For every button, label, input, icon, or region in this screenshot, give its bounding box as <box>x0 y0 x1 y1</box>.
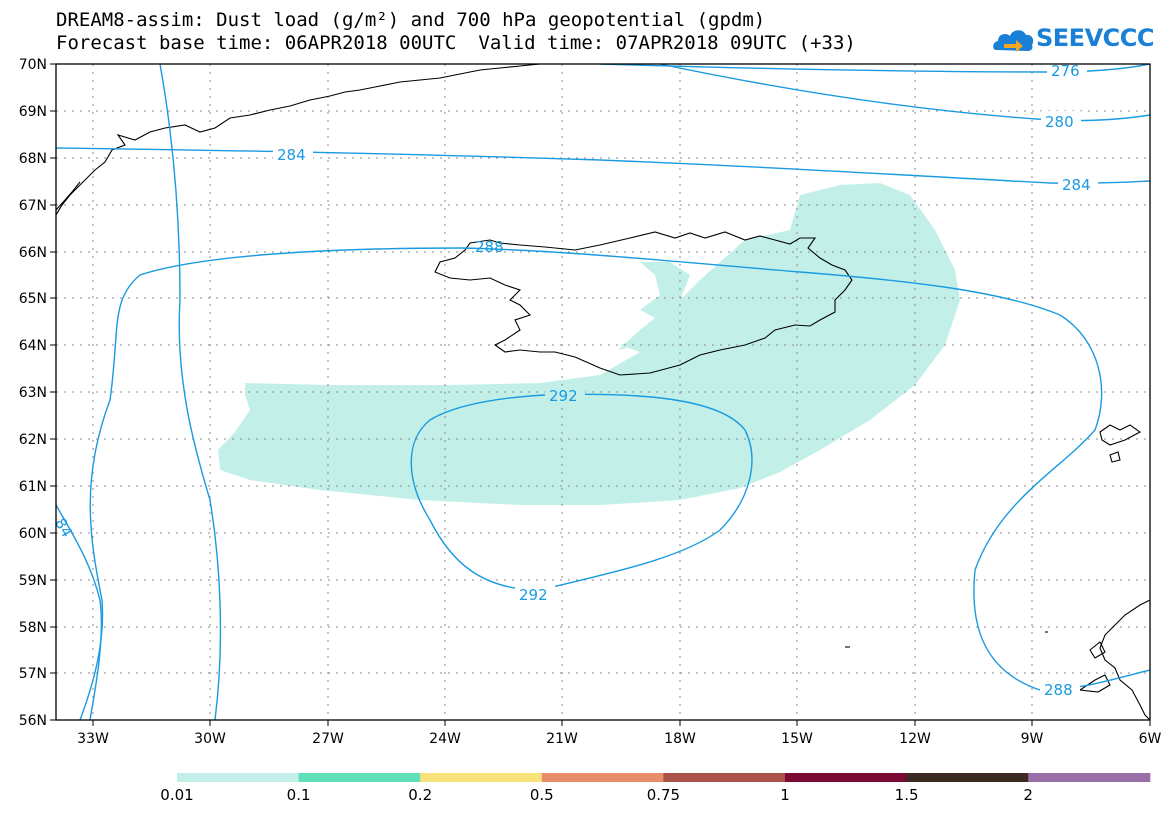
colorbar-swatch <box>906 773 1029 782</box>
contour-label: 284 <box>1062 176 1091 194</box>
contour-284-west <box>56 504 103 720</box>
lat-label: 59N <box>19 573 47 589</box>
cloud-arrow-icon <box>993 30 1034 52</box>
lon-label: 18W <box>664 731 696 747</box>
valid-time: Valid time: 07APR2018 09UTC (+33) <box>478 32 856 54</box>
lat-label: 67N <box>19 198 47 214</box>
lat-label: 57N <box>19 666 47 682</box>
contour-label: 280 <box>1045 113 1074 131</box>
contour-284-north <box>56 147 1150 184</box>
logo-text: SEEVCCC <box>1036 24 1155 52</box>
colorbar-swatch <box>420 773 543 782</box>
contour-284-west2 <box>159 64 222 720</box>
contour-280 <box>659 64 1150 122</box>
longitude-labels: 33W 30W 27W 24W 21W 18W 15W 12W 9W 6W <box>77 731 1161 747</box>
lat-label: 68N <box>19 151 47 167</box>
lat-label: 61N <box>19 479 47 495</box>
lon-label: 27W <box>312 731 344 747</box>
lon-label: 9W <box>1021 731 1044 747</box>
contour-label: 292 <box>519 586 548 604</box>
colorbar-label: 2 <box>1023 786 1033 804</box>
lat-label: 58N <box>19 620 47 636</box>
colorbar-label: 0.2 <box>408 786 432 804</box>
colorbar-label: 0.01 <box>160 786 193 804</box>
lon-label: 6W <box>1139 731 1162 747</box>
map-subtitle: Forecast base time: 06APR2018 00UTC Valid… <box>56 32 856 54</box>
lon-label: 30W <box>194 731 226 747</box>
latitude-labels: 70N 69N 68N 67N 66N 65N 64N 63N 62N 61N … <box>19 57 47 729</box>
colorbar-label: 0.75 <box>647 786 680 804</box>
colorbar-label: 1 <box>780 786 790 804</box>
lat-label: 64N <box>19 338 47 354</box>
lat-label: 60N <box>19 526 47 542</box>
contour-label: 84 <box>51 515 76 541</box>
lon-label: 15W <box>781 731 813 747</box>
axis-ticks <box>50 63 1151 726</box>
lon-label: 24W <box>429 731 461 747</box>
colorbar-swatch <box>298 773 421 782</box>
contour-labels: 276 280 284 284 288 292 292 84 288 <box>51 62 1098 699</box>
contour-label: 288 <box>475 238 504 256</box>
lat-label: 70N <box>19 57 47 73</box>
dust-load-area <box>218 183 960 505</box>
lat-label: 63N <box>19 385 47 401</box>
coastline <box>56 64 1150 720</box>
colorbar-swatch <box>541 773 664 782</box>
dust-load-area <box>618 262 690 350</box>
lat-label: 66N <box>19 245 47 261</box>
contour-label: 292 <box>549 387 578 405</box>
contour-label: 276 <box>1051 62 1080 80</box>
colorbar-swatch <box>663 773 786 782</box>
contour-292 <box>410 393 753 591</box>
map-title: DREAM8-assim: Dust load (g/m²) and 700 h… <box>56 9 766 31</box>
lon-label: 12W <box>899 731 931 747</box>
lat-label: 62N <box>19 432 47 448</box>
colorbar-swatch <box>177 773 300 782</box>
lon-label: 21W <box>546 731 578 747</box>
colorbar: 0.01 0.1 0.2 0.5 0.75 1 1.5 2 <box>160 773 1151 804</box>
contour-276 <box>599 64 1150 73</box>
colorbar-label: 0.1 <box>287 786 311 804</box>
contour-label: 284 <box>277 146 306 164</box>
base-time: Forecast base time: 06APR2018 00UTC <box>56 32 457 54</box>
lon-label: 33W <box>77 731 109 747</box>
contour-label: 288 <box>1044 681 1073 699</box>
contour-288 <box>79 247 1150 720</box>
lat-label: 56N <box>19 713 47 729</box>
colorbar-label: 0.5 <box>530 786 554 804</box>
lat-label: 69N <box>19 104 47 120</box>
colorbar-swatch <box>1028 773 1151 782</box>
colorbar-label: 1.5 <box>895 786 919 804</box>
colorbar-swatch <box>785 773 908 782</box>
lat-label: 65N <box>19 291 47 307</box>
